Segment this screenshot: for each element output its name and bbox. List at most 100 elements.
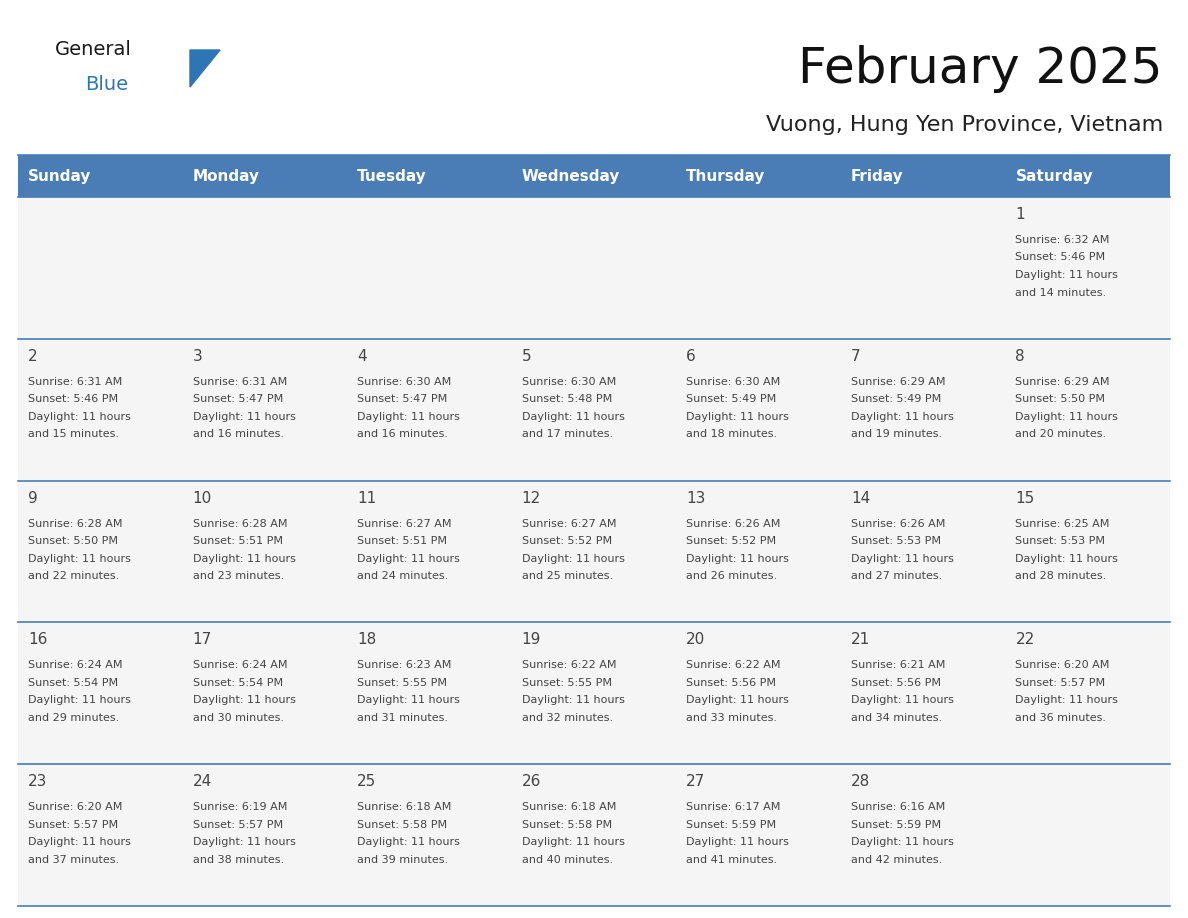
Text: Sunset: 5:53 PM: Sunset: 5:53 PM [851,536,941,546]
Text: 3: 3 [192,349,202,364]
Text: 16: 16 [29,633,48,647]
Text: 4: 4 [358,349,367,364]
Text: and 22 minutes.: and 22 minutes. [29,571,119,581]
Bar [512,764,676,906]
Text: and 41 minutes.: and 41 minutes. [687,855,777,865]
Text: Daylight: 11 hours: Daylight: 11 hours [687,554,789,564]
Text: Daylight: 11 hours: Daylight: 11 hours [851,837,954,847]
Text: and 32 minutes.: and 32 minutes. [522,713,613,722]
Text: Sunset: 5:59 PM: Sunset: 5:59 PM [687,820,777,830]
Text: Sunrise: 6:20 AM: Sunrise: 6:20 AM [1016,660,1110,670]
Text: Daylight: 11 hours: Daylight: 11 hours [29,554,131,564]
Text: 2: 2 [29,349,38,364]
Bar [512,339,676,481]
Text: and 18 minutes.: and 18 minutes. [687,430,777,440]
Text: Sunrise: 6:24 AM: Sunrise: 6:24 AM [29,660,122,670]
Text: Sunrise: 6:18 AM: Sunrise: 6:18 AM [522,802,617,812]
Bar [1005,622,1170,764]
Text: and 36 minutes.: and 36 minutes. [1016,713,1106,722]
Text: Wednesday: Wednesday [522,169,620,184]
Text: Sunset: 5:57 PM: Sunset: 5:57 PM [192,820,283,830]
Bar [512,622,676,764]
Text: Sunset: 5:48 PM: Sunset: 5:48 PM [522,395,612,404]
Text: 24: 24 [192,774,211,789]
Text: Daylight: 11 hours: Daylight: 11 hours [522,412,625,421]
Bar [18,481,183,622]
Text: Sunset: 5:54 PM: Sunset: 5:54 PM [29,677,118,688]
Text: Sunrise: 6:23 AM: Sunrise: 6:23 AM [358,660,451,670]
Text: Sunrise: 6:22 AM: Sunrise: 6:22 AM [687,660,781,670]
Text: and 19 minutes.: and 19 minutes. [851,430,942,440]
Text: General: General [55,40,132,59]
Bar [676,339,841,481]
Bar [1005,197,1170,339]
Text: Sunset: 5:46 PM: Sunset: 5:46 PM [29,395,118,404]
Text: and 25 minutes.: and 25 minutes. [522,571,613,581]
Text: 28: 28 [851,774,870,789]
Text: and 28 minutes.: and 28 minutes. [1016,571,1107,581]
Text: Daylight: 11 hours: Daylight: 11 hours [687,837,789,847]
Text: Sunset: 5:59 PM: Sunset: 5:59 PM [851,820,941,830]
Text: Daylight: 11 hours: Daylight: 11 hours [687,412,789,421]
Text: Daylight: 11 hours: Daylight: 11 hours [192,837,296,847]
Text: Sunset: 5:52 PM: Sunset: 5:52 PM [522,536,612,546]
Text: 18: 18 [358,633,377,647]
Bar [676,622,841,764]
Text: Sunrise: 6:28 AM: Sunrise: 6:28 AM [192,519,287,529]
Text: and 20 minutes.: and 20 minutes. [1016,430,1106,440]
Bar [841,481,1005,622]
Text: and 30 minutes.: and 30 minutes. [192,713,284,722]
Text: 11: 11 [358,490,377,506]
Text: 27: 27 [687,774,706,789]
Text: Sunrise: 6:27 AM: Sunrise: 6:27 AM [522,519,617,529]
Text: 14: 14 [851,490,870,506]
Bar [841,197,1005,339]
Text: Daylight: 11 hours: Daylight: 11 hours [1016,554,1118,564]
Text: 23: 23 [29,774,48,789]
Bar [1005,339,1170,481]
Text: Daylight: 11 hours: Daylight: 11 hours [522,837,625,847]
Text: Sunset: 5:56 PM: Sunset: 5:56 PM [687,677,776,688]
Text: Daylight: 11 hours: Daylight: 11 hours [687,696,789,705]
Text: 1: 1 [1016,207,1025,222]
Text: and 34 minutes.: and 34 minutes. [851,713,942,722]
Text: Sunset: 5:50 PM: Sunset: 5:50 PM [1016,395,1105,404]
Text: Sunrise: 6:21 AM: Sunrise: 6:21 AM [851,660,946,670]
Text: Daylight: 11 hours: Daylight: 11 hours [29,696,131,705]
Text: Daylight: 11 hours: Daylight: 11 hours [358,696,460,705]
Text: Daylight: 11 hours: Daylight: 11 hours [29,837,131,847]
Polygon shape [190,50,220,87]
Text: Sunrise: 6:30 AM: Sunrise: 6:30 AM [687,376,781,386]
Bar [183,622,347,764]
Bar [18,622,183,764]
Bar [1005,764,1170,906]
Text: and 40 minutes.: and 40 minutes. [522,855,613,865]
Text: 21: 21 [851,633,870,647]
Text: and 24 minutes.: and 24 minutes. [358,571,448,581]
Text: 6: 6 [687,349,696,364]
Text: and 17 minutes.: and 17 minutes. [522,430,613,440]
Text: Sunset: 5:54 PM: Sunset: 5:54 PM [192,677,283,688]
Text: and 31 minutes.: and 31 minutes. [358,713,448,722]
Text: Thursday: Thursday [687,169,765,184]
Text: Sunrise: 6:17 AM: Sunrise: 6:17 AM [687,802,781,812]
Text: Daylight: 11 hours: Daylight: 11 hours [851,696,954,705]
Text: Sunrise: 6:28 AM: Sunrise: 6:28 AM [29,519,122,529]
Text: Sunrise: 6:31 AM: Sunrise: 6:31 AM [29,376,122,386]
Text: Sunset: 5:50 PM: Sunset: 5:50 PM [29,536,118,546]
Text: Daylight: 11 hours: Daylight: 11 hours [1016,270,1118,280]
Bar [676,481,841,622]
Text: 15: 15 [1016,490,1035,506]
Text: Sunrise: 6:25 AM: Sunrise: 6:25 AM [1016,519,1110,529]
Text: Sunrise: 6:18 AM: Sunrise: 6:18 AM [358,802,451,812]
Text: Daylight: 11 hours: Daylight: 11 hours [358,837,460,847]
Text: Vuong, Hung Yen Province, Vietnam: Vuong, Hung Yen Province, Vietnam [766,115,1163,135]
Text: Sunset: 5:46 PM: Sunset: 5:46 PM [1016,252,1106,263]
Bar [18,339,183,481]
Text: Sunrise: 6:30 AM: Sunrise: 6:30 AM [522,376,615,386]
Text: and 26 minutes.: and 26 minutes. [687,571,777,581]
Text: and 42 minutes.: and 42 minutes. [851,855,942,865]
Text: Daylight: 11 hours: Daylight: 11 hours [192,554,296,564]
Bar [183,339,347,481]
Text: and 37 minutes.: and 37 minutes. [29,855,119,865]
